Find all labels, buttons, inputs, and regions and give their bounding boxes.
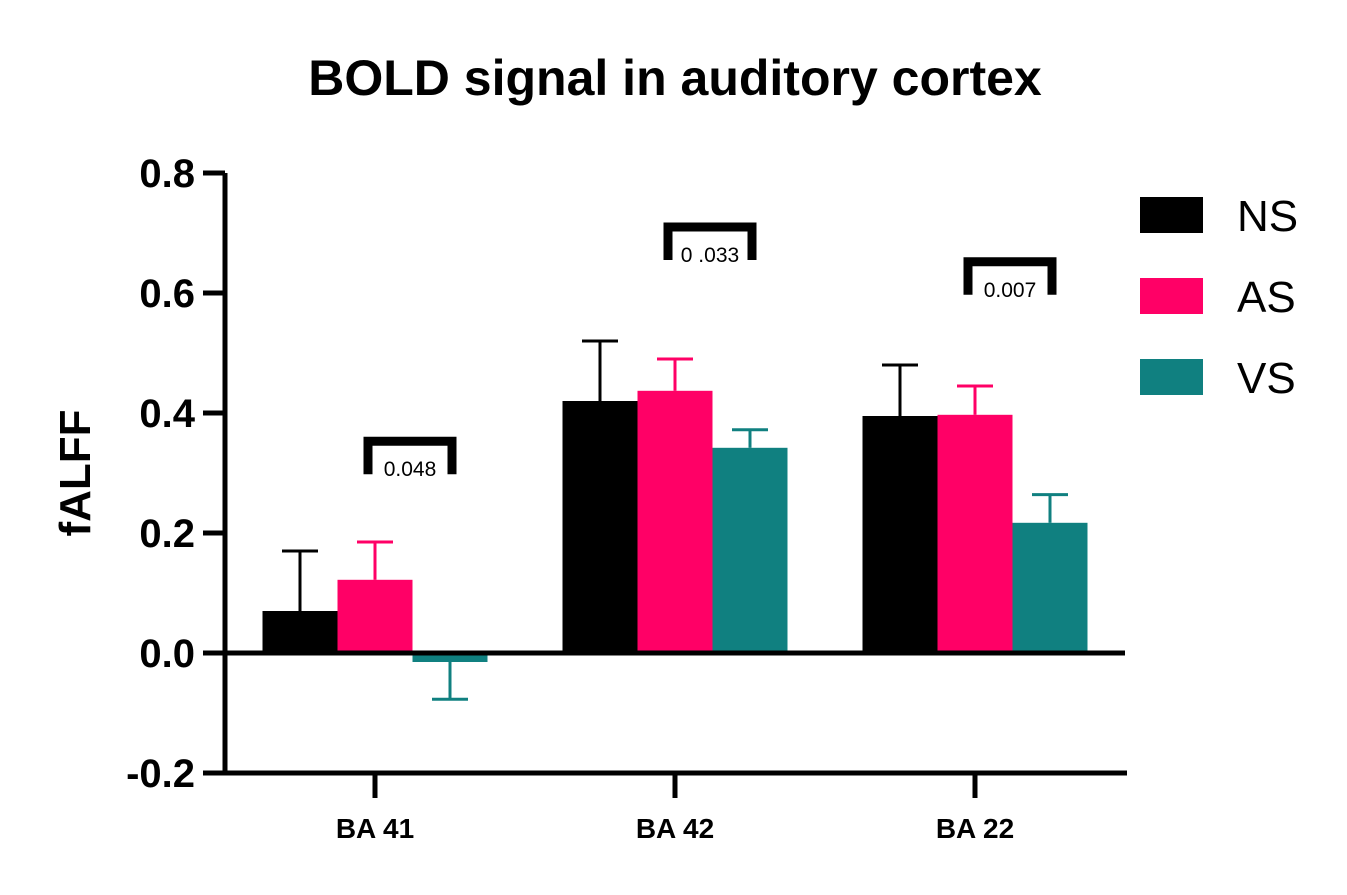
legend-swatch xyxy=(1140,197,1203,233)
significance-bracket xyxy=(363,436,457,475)
bars xyxy=(225,339,1125,701)
p-value-label: 0.048 xyxy=(384,458,437,481)
bar-group-item xyxy=(562,339,638,653)
bar-group-item xyxy=(862,363,938,653)
bar-group-item xyxy=(937,384,1013,653)
y-tick-label: 0.4 xyxy=(139,392,195,436)
x-tick-label: BA 41 xyxy=(336,813,414,844)
x-tick-label: BA 42 xyxy=(636,813,714,844)
p-value-label: 0 .033 xyxy=(681,244,739,267)
legend: NS AS VS xyxy=(1140,192,1298,403)
bar-group-item xyxy=(712,428,788,653)
bar xyxy=(262,611,338,653)
bar-group-item xyxy=(262,549,338,653)
y-tick-label: -0.2 xyxy=(126,752,195,796)
y-tick-label: 0.0 xyxy=(139,632,195,676)
significance-annotations: 0.048 0 .033 0.007 xyxy=(363,222,1057,481)
y-tick-label: 0.2 xyxy=(139,512,195,556)
legend-label: NS xyxy=(1237,192,1298,241)
bar-group-item xyxy=(1012,493,1088,653)
legend-label: AS xyxy=(1237,273,1296,322)
bar xyxy=(562,401,638,653)
bar-group-item xyxy=(337,540,413,653)
y-axis-label: fALFF xyxy=(51,409,100,536)
bar xyxy=(637,390,713,653)
p-value-label: 0.007 xyxy=(984,279,1037,302)
bar xyxy=(1012,522,1088,653)
legend-label: VS xyxy=(1237,354,1296,403)
y-tick-label: 0.6 xyxy=(139,272,195,316)
y-tick-label: 0.8 xyxy=(139,152,195,196)
bar xyxy=(412,653,488,662)
bar-group-item xyxy=(637,357,713,653)
legend-swatch xyxy=(1140,278,1203,314)
bar xyxy=(937,414,1013,653)
significance-bracket xyxy=(963,257,1057,295)
chart-title: BOLD signal in auditory cortex xyxy=(308,50,1042,106)
legend-swatch xyxy=(1140,359,1203,395)
bar xyxy=(862,416,938,653)
bar xyxy=(337,579,413,653)
bar xyxy=(712,447,788,653)
x-tick-label: BA 22 xyxy=(936,813,1014,844)
bar-group-item xyxy=(412,653,488,701)
significance-bracket xyxy=(663,222,757,260)
